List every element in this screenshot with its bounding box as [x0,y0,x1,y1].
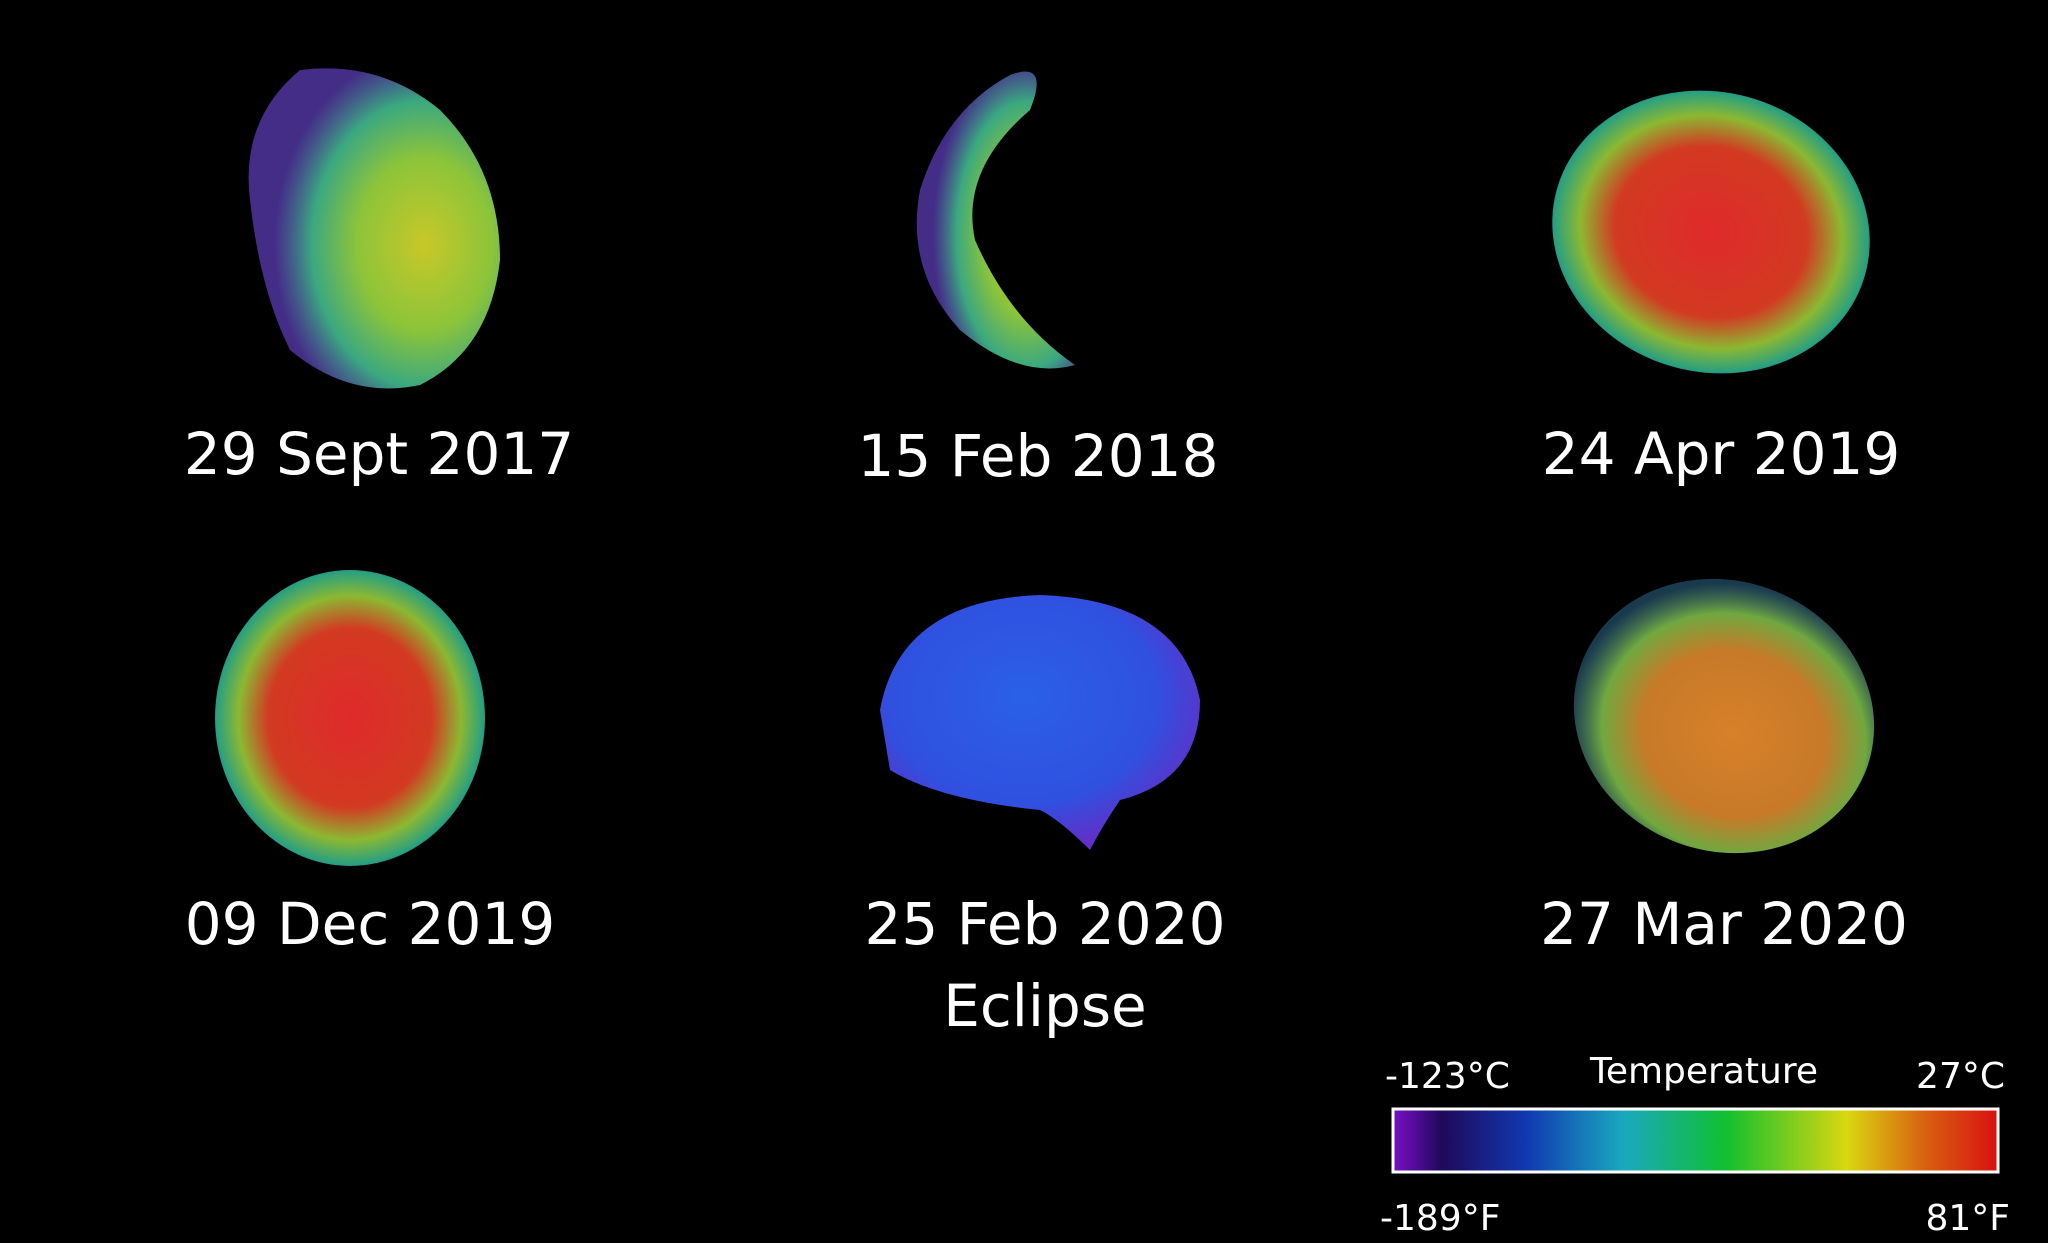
colorbar [1391,1107,2000,1174]
image-2019a [1552,90,1870,374]
colorbar-min-c: -123°C [1385,1056,1510,1097]
note-label: Eclipse [943,972,1146,1040]
image-2020a [880,595,1200,850]
date-label: 27 Mar 2020 [1540,890,1908,958]
image-2017 [248,68,500,389]
date-label: 09 Dec 2019 [185,890,556,958]
colorbar-title: Temperature [1589,1051,1818,1092]
date-label: 29 Sept 2017 [184,420,574,488]
colorbar-max-c: 27°C [1916,1056,2005,1097]
image-2020b [1573,578,1875,854]
image-2019b [215,570,485,866]
date-label: 15 Feb 2018 [858,422,1219,490]
colorbar-min-f: -189°F [1380,1198,1500,1239]
date-label: 25 Feb 2020 [865,890,1226,958]
image-2018 [916,71,1075,369]
colorbar-max-f: 81°F [1925,1198,2010,1239]
date-label: 24 Apr 2019 [1542,420,1901,488]
